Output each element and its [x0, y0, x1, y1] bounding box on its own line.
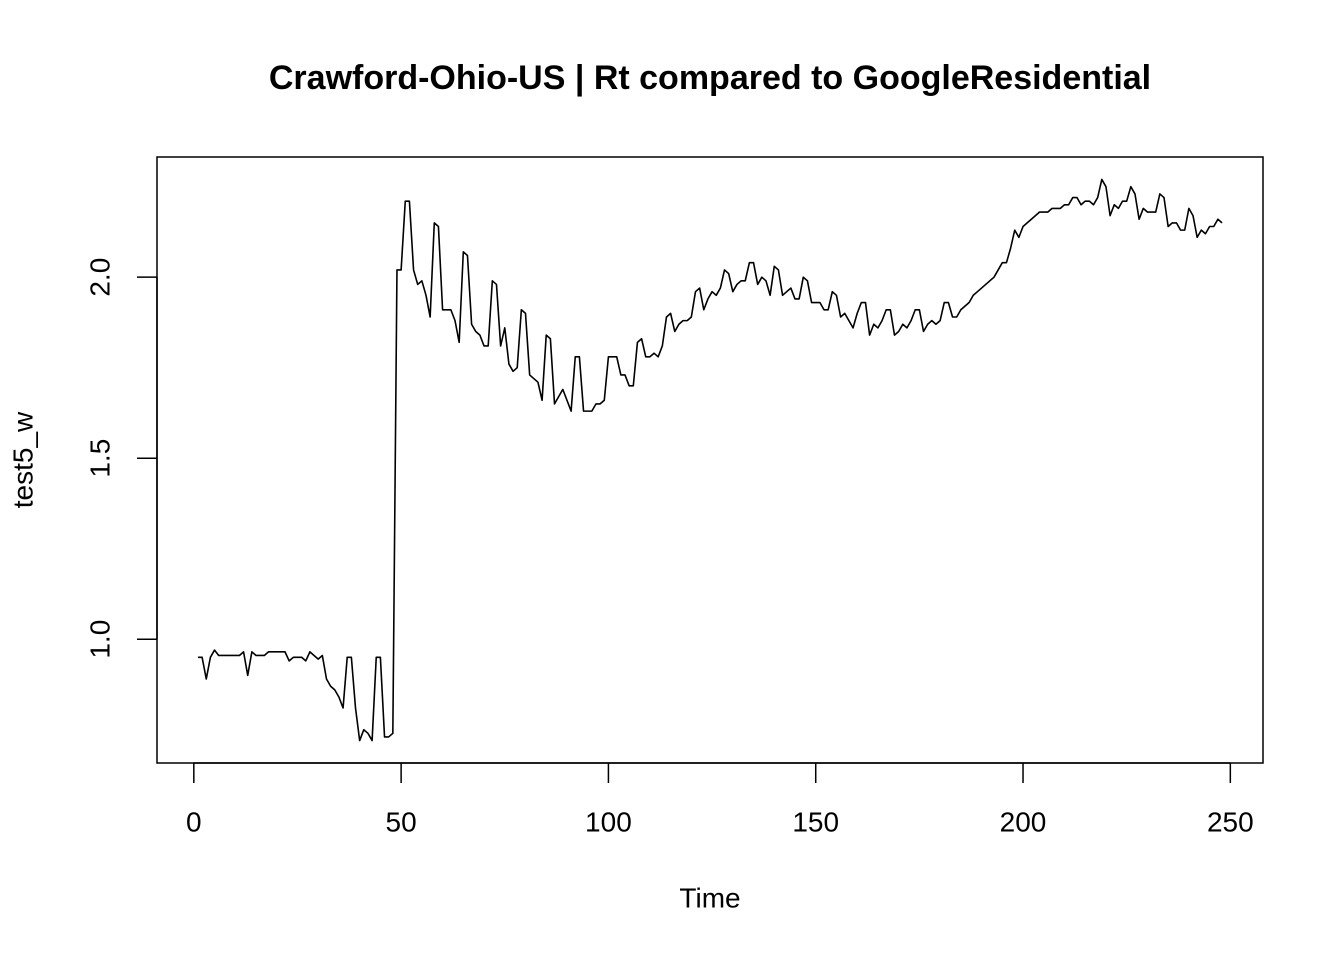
x-tick-label: 250: [1207, 806, 1254, 837]
x-axis-label: Time: [679, 882, 740, 913]
x-tick-label: 200: [1000, 806, 1047, 837]
x-tick-label: 100: [585, 806, 632, 837]
x-tick-label: 0: [186, 806, 202, 837]
x-tick-label: 50: [386, 806, 417, 837]
y-axis-label: test5_w: [7, 411, 38, 508]
chart-title: Crawford-Ohio-US | Rt compared to Google…: [269, 59, 1151, 97]
y-tick-label: 2.0: [84, 258, 115, 297]
data-line: [197, 178, 1223, 742]
y-tick-label: 1.5: [84, 439, 115, 478]
x-tick-label: 150: [792, 806, 839, 837]
y-tick-label: 1.0: [84, 620, 115, 659]
